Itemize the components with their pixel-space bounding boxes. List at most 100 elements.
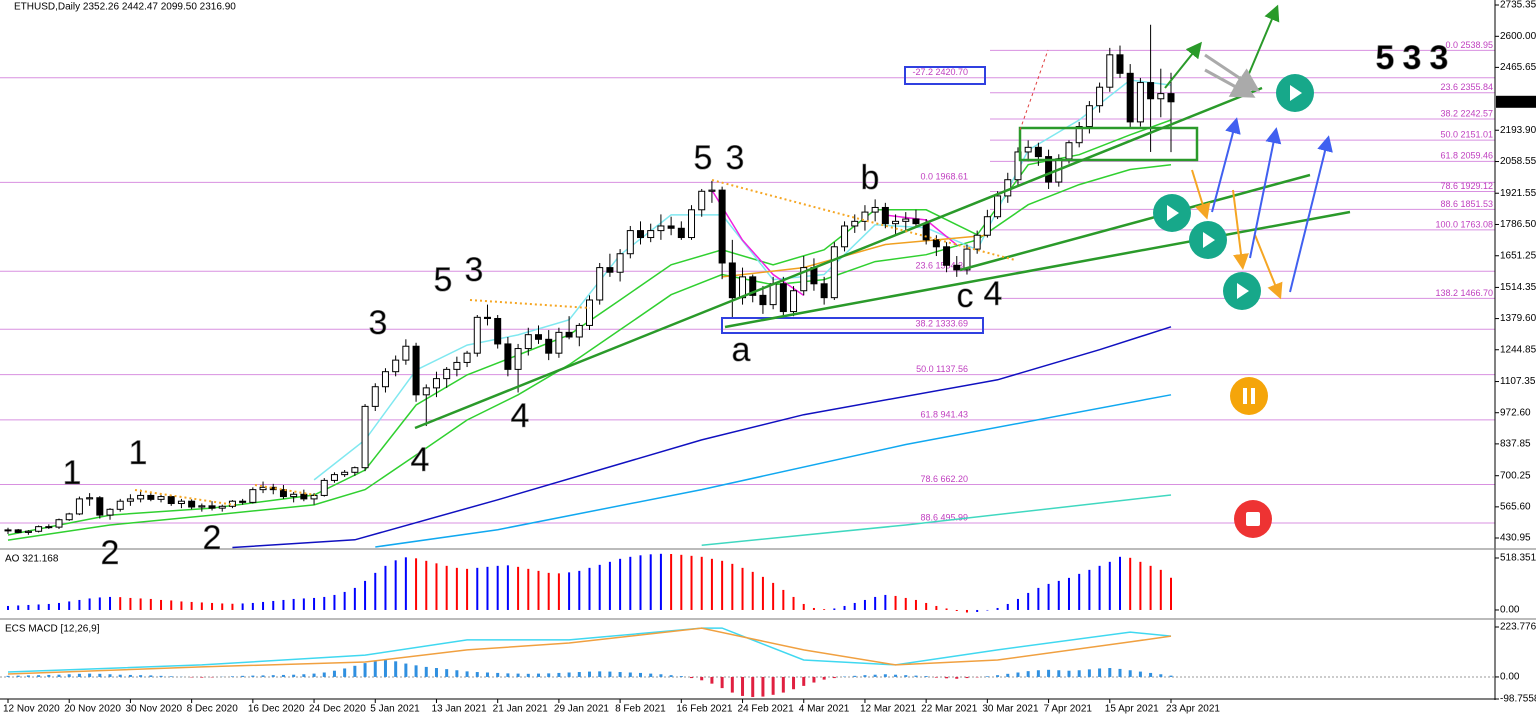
trend-line xyxy=(959,173,1311,272)
candle-body xyxy=(1126,72,1134,123)
candle-body xyxy=(330,474,338,481)
candle-body xyxy=(902,218,910,222)
candle-body xyxy=(943,246,951,266)
fib-label: 0.0 2538.95 xyxy=(1445,40,1493,50)
arrow xyxy=(1232,189,1249,270)
trend-line xyxy=(724,210,1351,329)
candle-body xyxy=(1045,156,1053,183)
moving-average xyxy=(7,163,1172,541)
x-tick-label: 30 Nov 2020 xyxy=(125,704,182,715)
candle-body xyxy=(1096,86,1104,107)
candle-body xyxy=(851,220,859,227)
fib-label: 138.2 1466.70 xyxy=(1435,288,1493,298)
fib-label: 88.6 1851.53 xyxy=(1440,199,1493,209)
candle-body xyxy=(728,262,736,299)
fib-box xyxy=(904,66,986,85)
wave-label: 5 xyxy=(434,261,453,299)
candle-body xyxy=(422,387,430,396)
price-tag xyxy=(1496,95,1536,108)
y-tick-label: 1379.60 xyxy=(1500,313,1536,324)
y-tick-label: 518.351 xyxy=(1500,553,1536,564)
arrow xyxy=(1289,135,1333,293)
fib-label: 23.6 2355.84 xyxy=(1440,82,1493,92)
x-tick-label: 29 Jan 2021 xyxy=(554,704,609,715)
y-tick-label: 0.00 xyxy=(1500,672,1520,683)
moving-average xyxy=(313,79,1172,481)
pause-icon xyxy=(1230,377,1268,415)
price-tag-label: 2316.90 xyxy=(1499,96,1536,107)
y-tick-label: 1514.35 xyxy=(1500,282,1536,293)
y-tick-label: 430.95 xyxy=(1500,533,1531,544)
candle-body xyxy=(647,230,655,239)
candle-body xyxy=(953,264,961,271)
dotted-line xyxy=(134,489,236,506)
candle-body xyxy=(820,283,828,299)
x-tick-label: 12 Mar 2021 xyxy=(860,704,917,715)
candle-body xyxy=(708,189,716,192)
candle-body xyxy=(586,299,593,326)
candle-body xyxy=(688,209,696,239)
x-tick-label: 24 Feb 2021 xyxy=(738,704,795,715)
wave-label: 3 xyxy=(369,304,388,342)
candle-body xyxy=(381,371,389,388)
wave-label: 3 xyxy=(726,139,745,177)
candle-body xyxy=(524,334,532,350)
wave-label: 1 xyxy=(129,434,148,472)
candle-body xyxy=(545,338,553,354)
x-tick-label: 20 Nov 2020 xyxy=(64,704,121,715)
zone-box xyxy=(1018,126,1199,162)
candle-body xyxy=(616,253,624,273)
y-tick-label: 2465.65 xyxy=(1500,62,1536,73)
wave-label: a xyxy=(732,331,751,369)
stop-glyph xyxy=(1246,512,1260,526)
y-tick-label: 565.60 xyxy=(1500,501,1531,512)
candle-body xyxy=(198,505,206,508)
candle-body xyxy=(249,489,257,503)
candle-body xyxy=(300,493,308,500)
fib-label: 50.0 2151.01 xyxy=(1440,130,1493,140)
candle-body xyxy=(514,348,522,370)
candle-body xyxy=(892,220,900,225)
pause-glyph xyxy=(1243,388,1247,404)
candle-body xyxy=(463,352,471,363)
fib-label: 78.6 662.20 xyxy=(920,474,968,484)
candle-body xyxy=(1167,93,1175,103)
y-tick-label: 837.85 xyxy=(1500,439,1531,450)
macd-title: ECS MACD [12,26,9] xyxy=(5,624,100,635)
candle-body xyxy=(137,494,145,500)
wave-label: b xyxy=(861,159,880,197)
candle-body xyxy=(830,246,838,299)
fib-layer: -27.2 2420.70 0.0 1968.61 23.6 1584.30 38.2… xyxy=(0,40,1495,524)
candle-body xyxy=(412,345,420,396)
icons xyxy=(1153,74,1314,538)
candle-body xyxy=(575,324,583,338)
y-tick-label: 1244.85 xyxy=(1500,344,1536,355)
dotted-line xyxy=(711,179,1016,261)
wave-label: 5 xyxy=(694,139,713,177)
fib-label: 50.0 1137.56 xyxy=(916,364,968,374)
candle-body xyxy=(1106,54,1114,88)
wave-label: 2 xyxy=(101,534,120,572)
candle-body xyxy=(14,529,22,533)
ao-title: AO 321.168 xyxy=(5,554,59,565)
macd-line xyxy=(7,627,1172,675)
candle-body xyxy=(534,334,542,340)
y-tick-label: 1921.55 xyxy=(1500,188,1536,199)
candle-body xyxy=(1065,142,1073,160)
candle-body xyxy=(188,500,196,508)
candle-body xyxy=(371,386,379,407)
y-tick-label: -98.7558 xyxy=(1500,694,1536,705)
dotted-line xyxy=(1019,49,1049,131)
candle-body xyxy=(881,206,889,225)
candle-body xyxy=(1034,146,1042,158)
drawings xyxy=(134,4,1351,538)
play-glyph xyxy=(1167,205,1179,221)
moving-average xyxy=(375,394,1172,548)
chart-title: ETHUSD,Daily 2352.26 2442.47 2099.50 231… xyxy=(14,2,236,13)
candle-body xyxy=(320,479,328,496)
wave-label: 4 xyxy=(411,441,430,479)
dotted-line xyxy=(254,484,316,496)
candle-body xyxy=(453,361,461,370)
